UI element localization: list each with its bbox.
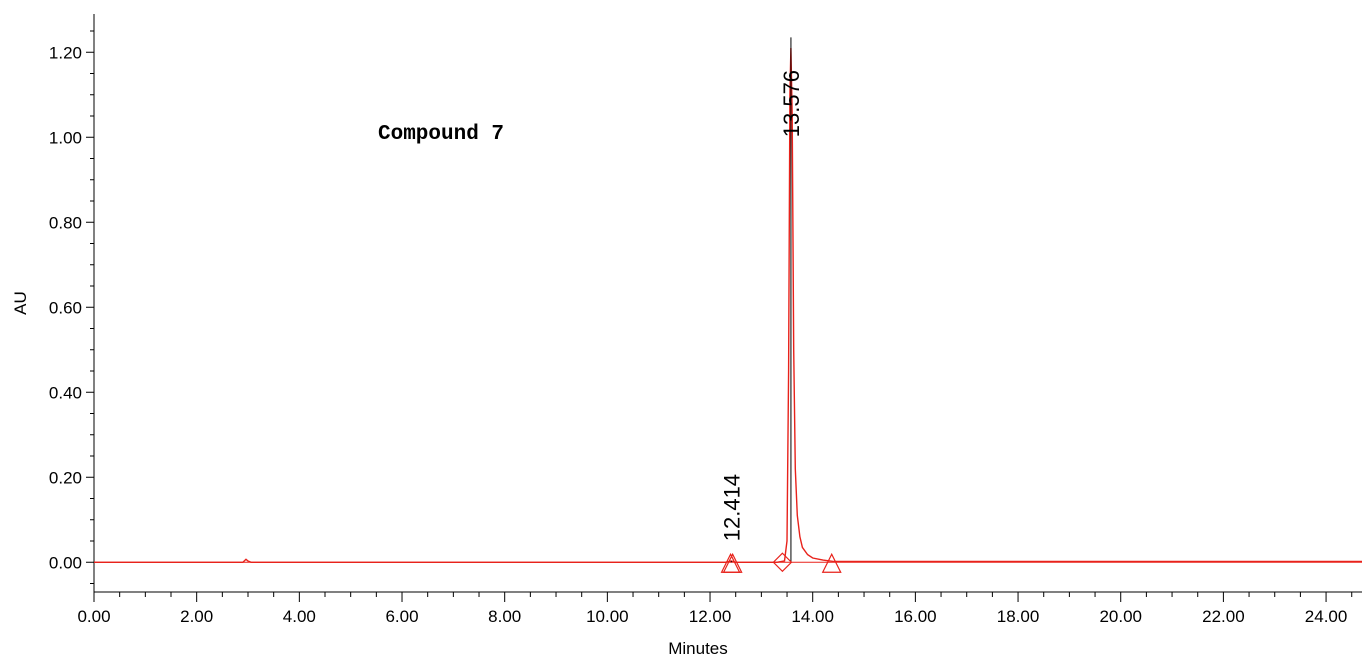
plot-layer	[94, 37, 1362, 573]
integration-marker-diamond	[772, 552, 793, 573]
y-tick-label: 1.20	[49, 43, 82, 62]
x-tick-label: 12.00	[689, 607, 732, 626]
x-tick-label: 2.00	[180, 607, 213, 626]
axes-layer: 0.00 2.00 4.00 6.00 8.00 10.00 12.00 14.00 16.00…	[49, 14, 1362, 626]
peak-label: 13.576	[779, 70, 804, 137]
series-trace	[94, 47, 1362, 563]
y-tick-label: 0.20	[49, 468, 82, 487]
x-tick-label: 10.00	[586, 607, 629, 626]
x-tick-label: 4.00	[283, 607, 316, 626]
x-axis-label: Minutes	[668, 639, 728, 658]
label-layer: Minutes AU Compound 7 12.414 13.576	[11, 70, 804, 658]
x-tick-label: 8.00	[488, 607, 521, 626]
x-tick-label: 20.00	[1099, 607, 1142, 626]
y-tick-label: 0.00	[49, 553, 82, 572]
x-tick-label: 24.00	[1305, 607, 1348, 626]
y-tick-label: 0.40	[49, 383, 82, 402]
integration-marker-triangle	[821, 552, 842, 573]
compound-annotation: Compound 7	[378, 123, 504, 146]
x-tick-label: 14.00	[791, 607, 834, 626]
y-axis-label: AU	[11, 291, 30, 315]
x-tick-label: 0.00	[77, 607, 110, 626]
x-tick-label: 18.00	[997, 607, 1040, 626]
y-tick-label: 0.60	[49, 298, 82, 317]
x-tick-label: 16.00	[894, 607, 937, 626]
integration-marker-triangle	[722, 552, 743, 573]
x-tick-label: 6.00	[385, 607, 418, 626]
y-tick-label: 0.80	[49, 213, 82, 232]
x-tick-label: 22.00	[1202, 607, 1245, 626]
peak-label: 12.414	[719, 474, 744, 541]
y-tick-label: 1.00	[49, 128, 82, 147]
